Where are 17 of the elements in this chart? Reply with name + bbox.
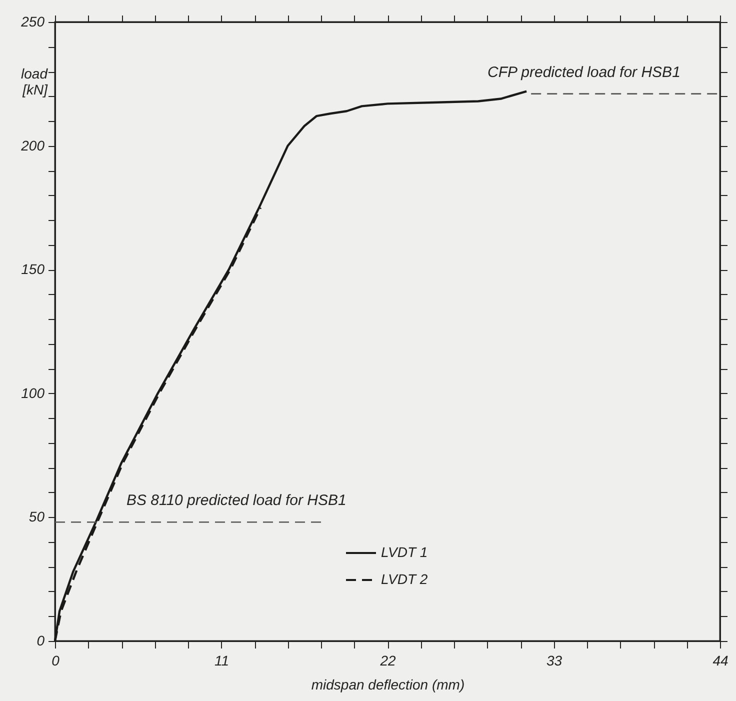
x-tick-label: 33 [546, 652, 562, 668]
y-axis-title: load [kN] [21, 66, 49, 98]
y-tick-label: 200 [20, 137, 45, 154]
x-tick-label: 11 [214, 652, 230, 668]
y-tick-label: 150 [21, 261, 45, 278]
y-tick-label: 250 [20, 14, 45, 30]
y-tick-label: 0 [36, 632, 45, 648]
y-tick-label: 50 [28, 508, 45, 525]
annotation: CFP predicted load for HSB1 [488, 64, 680, 81]
y-tick-label: 100 [21, 384, 45, 401]
legend-label: LVDT 1 [381, 544, 428, 560]
x-axis-title: midspan deflection (mm) [311, 676, 465, 692]
legend-label: LVDT 2 [381, 571, 428, 587]
annotation: BS 8110 predicted load for HSB1 [126, 492, 346, 510]
x-tick-label: 0 [52, 652, 60, 668]
x-tick-label: 22 [379, 652, 396, 668]
x-tick-label: 44 [712, 652, 728, 668]
